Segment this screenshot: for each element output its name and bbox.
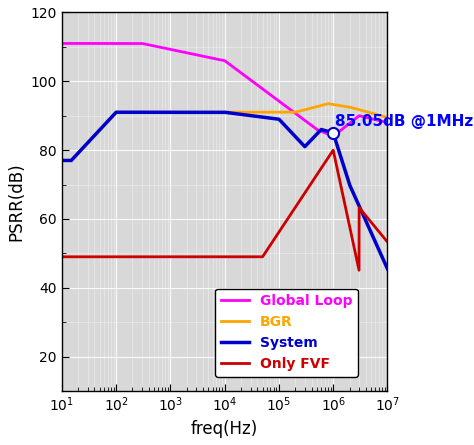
Only FVF — [356, 267, 362, 273]
Global Loop — [184, 50, 190, 55]
System — [385, 266, 391, 271]
Legend: Global Loop, BGR, System, Only FVF: Global Loop, BGR, System, Only FVF — [215, 288, 358, 376]
Only FVF — [343, 207, 349, 213]
BGR — [115, 109, 121, 115]
Only FVF — [385, 239, 391, 245]
Only FVF — [59, 254, 64, 259]
Global Loop — [378, 118, 384, 124]
Global Loop — [59, 41, 64, 46]
Only FVF — [115, 254, 121, 259]
System — [343, 171, 349, 177]
BGR — [343, 104, 349, 109]
BGR — [385, 115, 391, 120]
Y-axis label: PSRR(dB): PSRR(dB) — [7, 162, 25, 241]
System — [184, 109, 190, 115]
Line: Global Loop: Global Loop — [62, 44, 388, 136]
Global Loop — [198, 53, 204, 58]
Only FVF — [378, 232, 384, 237]
Line: BGR: BGR — [62, 104, 388, 161]
Global Loop — [115, 41, 121, 46]
BGR — [96, 128, 102, 134]
Global Loop — [385, 120, 391, 125]
System — [116, 109, 121, 115]
Only FVF — [184, 254, 190, 259]
BGR — [378, 113, 384, 118]
System — [59, 158, 64, 163]
Global Loop — [330, 134, 336, 139]
X-axis label: freq(Hz): freq(Hz) — [191, 420, 258, 438]
BGR — [184, 109, 190, 115]
Global Loop — [343, 123, 349, 129]
Line: System: System — [62, 112, 388, 269]
System — [198, 109, 204, 115]
BGR — [325, 101, 331, 106]
System — [96, 128, 102, 134]
System — [378, 252, 384, 258]
Text: 85.05dB @1MHz: 85.05dB @1MHz — [336, 114, 474, 129]
Only FVF — [198, 254, 204, 259]
BGR — [59, 158, 64, 163]
System — [113, 109, 119, 115]
Line: Only FVF: Only FVF — [62, 150, 388, 270]
BGR — [198, 109, 204, 115]
Only FVF — [96, 254, 102, 259]
Global Loop — [96, 41, 102, 46]
Only FVF — [330, 147, 336, 153]
